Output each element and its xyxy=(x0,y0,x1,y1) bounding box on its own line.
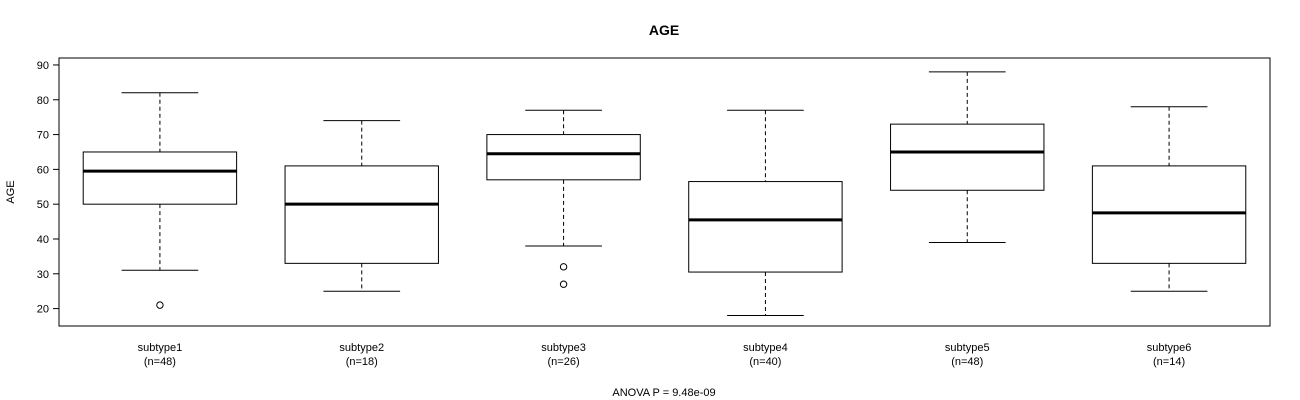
box-6 xyxy=(1091,106,1247,292)
x-tick-count-label: (n=14) xyxy=(1153,356,1185,368)
box-1 xyxy=(82,92,238,309)
x-tick-label: subtype2 xyxy=(339,342,384,354)
x-tick-label: subtype1 xyxy=(138,342,183,354)
chart-title: AGE xyxy=(649,22,679,38)
outlier-point xyxy=(156,301,164,309)
y-tick-label: 70 xyxy=(37,130,49,142)
iqr-box xyxy=(890,123,1045,191)
x-tick-count-label: (n=48) xyxy=(144,356,176,368)
y-tick-label: 50 xyxy=(37,199,49,211)
x-tick-count-label: (n=48) xyxy=(951,356,983,368)
y-tick-label: 90 xyxy=(37,60,49,72)
box-5 xyxy=(890,71,1045,243)
y-tick-label: 80 xyxy=(37,95,49,107)
x-axis-labels: subtype1 (n=48) subtype2 (n=18) subtype3 (n=2… xyxy=(138,342,1192,368)
x-tick-label: subtype5 xyxy=(945,342,990,354)
x-tick-label: subtype6 xyxy=(1147,342,1192,354)
iqr-box xyxy=(1091,165,1247,264)
y-axis-label: AGE xyxy=(5,180,17,203)
y-tick-label: 60 xyxy=(37,164,49,176)
box-4 xyxy=(688,109,843,317)
x-tick-count-label: (n=40) xyxy=(749,356,781,368)
plot-frame xyxy=(58,57,1271,327)
anova-footnote: ANOVA P = 9.48e-09 xyxy=(612,387,715,399)
x-tick-count-label: (n=18) xyxy=(346,356,378,368)
x-tick-label: subtype3 xyxy=(541,342,586,354)
y-tick-label: 30 xyxy=(37,269,49,281)
x-tick-count-label: (n=26) xyxy=(548,356,580,368)
outlier-point xyxy=(559,263,568,271)
iqr-box xyxy=(486,134,641,181)
y-axis: 20 30 40 50 60 70 80 90 xyxy=(37,60,60,316)
y-tick-label: 40 xyxy=(37,234,49,246)
iqr-box xyxy=(82,151,238,205)
box-2 xyxy=(284,120,439,292)
x-tick-label: subtype4 xyxy=(743,342,788,354)
y-tick-label: 20 xyxy=(37,304,49,316)
iqr-box xyxy=(284,165,439,264)
outlier-point xyxy=(559,280,568,288)
iqr-box xyxy=(688,181,843,273)
box-3 xyxy=(486,109,641,288)
box-series xyxy=(82,71,1247,317)
